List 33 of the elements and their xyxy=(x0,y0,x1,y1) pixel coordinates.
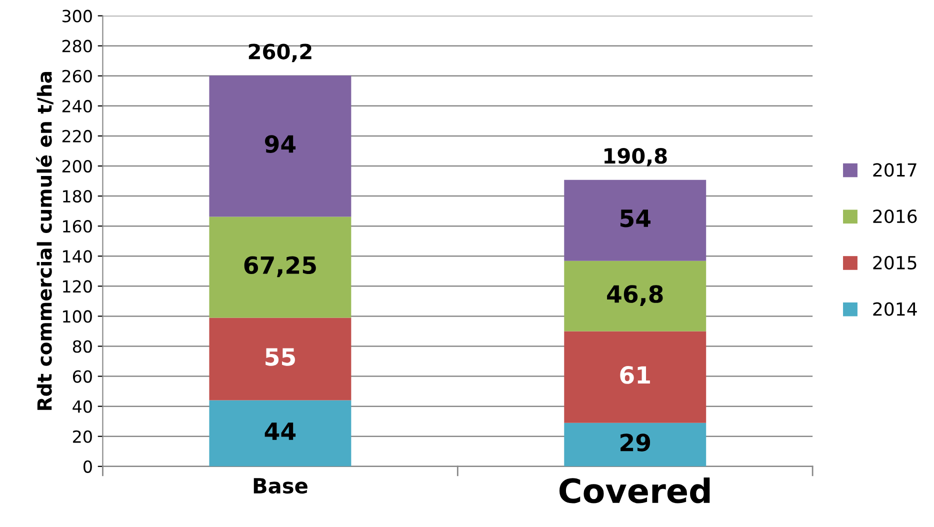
data-label: 55 xyxy=(266,348,295,366)
data-label: 61 xyxy=(620,366,650,384)
legend-label: 2014 xyxy=(873,302,917,316)
data-label: 54 xyxy=(620,210,650,228)
legend-label: 2016 xyxy=(873,210,917,224)
x-tick-label: Base xyxy=(254,478,308,494)
y-tick-label: 160 xyxy=(63,220,92,233)
y-tick-label: 100 xyxy=(63,310,92,323)
y-tick-label: 220 xyxy=(62,130,92,143)
data-label: 46,8 xyxy=(607,285,663,306)
y-tick-label: 20 xyxy=(73,430,92,443)
data-label: 67,25 xyxy=(244,256,316,278)
x-tick-label: Covered xyxy=(559,478,710,504)
y-tick-label: 180 xyxy=(63,190,92,203)
legend-label: 2017 xyxy=(873,163,916,177)
y-tick-label: 40 xyxy=(72,400,92,413)
total-label: 260,2 xyxy=(248,44,312,62)
y-tick-label: 280 xyxy=(62,40,92,52)
y-tick-label: 120 xyxy=(63,280,92,293)
y-tick-label: 200 xyxy=(62,160,92,173)
total-label: 190,8 xyxy=(604,148,667,166)
y-tick-label: 60 xyxy=(72,370,92,383)
y-tick-label: 0 xyxy=(84,460,92,473)
y-axis-title: Rdt commercial cumulé en t/ha xyxy=(36,72,54,410)
y-tick-label: 300 xyxy=(62,10,92,22)
data-label: 44 xyxy=(264,422,296,440)
data-label: 94 xyxy=(264,135,296,153)
y-tick-label: 240 xyxy=(62,100,92,112)
legend-label: 2015 xyxy=(873,256,916,270)
y-tick-label: 80 xyxy=(72,340,92,353)
data-label: 29 xyxy=(620,434,650,452)
y-tick-label: 140 xyxy=(63,250,92,263)
y-tick-label: 260 xyxy=(62,70,92,82)
